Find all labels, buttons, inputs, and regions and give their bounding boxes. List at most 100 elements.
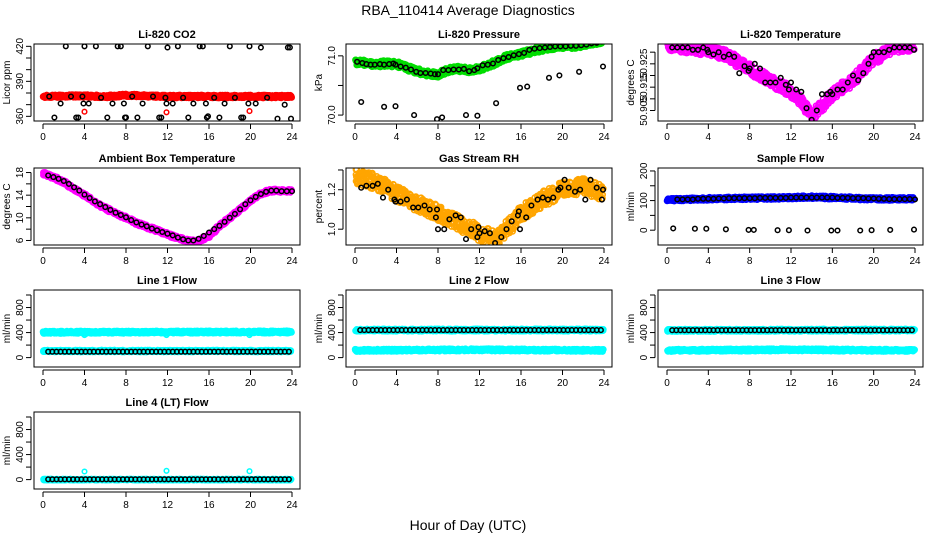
x-tick-label: 8 — [435, 132, 441, 143]
data-point — [369, 182, 376, 189]
y-tick-label: 14 — [15, 189, 26, 201]
data-point — [80, 100, 87, 107]
x-tick-label: 12 — [785, 132, 797, 143]
data-point — [246, 108, 253, 115]
panel-title: Li-820 CO2 — [138, 29, 195, 41]
data-point — [226, 44, 233, 50]
y-tick-label: 1.0 — [327, 222, 338, 236]
plot-area — [664, 37, 918, 121]
data-point — [134, 114, 141, 121]
data-point — [174, 44, 181, 50]
x-tick-label: 20 — [868, 132, 880, 143]
y-tick-label: 18 — [15, 167, 26, 179]
data-point — [211, 94, 218, 101]
panel-title: Gas Stream RH — [439, 153, 519, 165]
data-point — [503, 226, 510, 233]
x-axis: 0 4 8 12 16 20 24 — [40, 247, 298, 267]
plot-area — [39, 44, 295, 121]
data-point — [505, 53, 512, 61]
raw-point — [599, 36, 604, 41]
data-point — [274, 115, 281, 121]
x-tick-label: 4 — [706, 132, 712, 143]
raw-point — [599, 36, 604, 41]
data-point — [489, 60, 497, 67]
raw-point — [678, 44, 683, 45]
data-point — [446, 216, 453, 223]
data-point — [204, 113, 212, 120]
data-point — [411, 112, 418, 119]
raw-point — [592, 44, 596, 45]
data-point — [264, 94, 271, 101]
data-point — [415, 204, 422, 211]
data-point — [51, 114, 58, 121]
data-point — [829, 91, 836, 98]
data-point — [120, 100, 127, 107]
data-point — [484, 61, 491, 68]
x-tick-label: 12 — [162, 132, 174, 143]
data-point — [705, 49, 712, 56]
raw-point — [588, 38, 593, 43]
data-point — [756, 65, 764, 72]
data-point — [397, 63, 404, 70]
data-point — [481, 228, 488, 235]
data-point — [156, 114, 163, 121]
data-point — [593, 184, 600, 191]
raw-point — [666, 44, 669, 45]
data-point — [180, 236, 187, 243]
raw-point — [601, 44, 606, 45]
data-point — [813, 107, 820, 114]
x-tick-label: 24 — [286, 132, 298, 143]
plot-area — [40, 168, 296, 245]
data-point — [600, 44, 604, 45]
data-point — [777, 74, 784, 81]
data-point — [65, 180, 72, 187]
data-point — [593, 44, 600, 46]
data-point — [516, 84, 524, 91]
data-point — [190, 237, 197, 244]
raw-point — [593, 38, 598, 43]
data-point — [508, 218, 515, 225]
data-point — [128, 217, 135, 224]
x-axis: 0 4 8 12 16 20 24 — [352, 123, 610, 143]
figure-title: RBA_110414 Average Diagnostics — [361, 2, 575, 18]
data-point — [855, 77, 862, 84]
x-tick-label: 8 — [747, 132, 753, 143]
data-point — [528, 202, 535, 209]
raw-point — [536, 205, 544, 212]
data-point — [231, 210, 238, 217]
x-tick-label: 8 — [123, 132, 129, 143]
data-point — [199, 44, 206, 50]
data-point — [46, 93, 53, 100]
data-point — [163, 100, 170, 107]
data-point — [526, 46, 533, 53]
data-point — [237, 206, 244, 213]
data-point — [557, 184, 564, 191]
series-raw — [40, 168, 296, 245]
series-raw-outliers — [81, 108, 253, 116]
data-point — [403, 196, 410, 203]
data-point — [149, 93, 157, 100]
data-point — [793, 86, 800, 93]
data-point — [221, 100, 228, 107]
raw-point — [911, 38, 916, 43]
data-point — [475, 224, 482, 231]
data-point — [844, 79, 851, 86]
data-point — [200, 232, 207, 239]
data-point — [117, 211, 124, 219]
data-point — [50, 174, 57, 181]
raw-point — [670, 37, 675, 42]
data-point — [694, 46, 702, 53]
data-point — [741, 63, 748, 70]
series-average — [358, 176, 607, 245]
data-point — [97, 201, 104, 208]
data-point — [287, 115, 295, 121]
series-average — [669, 44, 918, 121]
data-point — [381, 103, 388, 110]
data-point — [571, 188, 579, 195]
data-point — [98, 94, 105, 101]
